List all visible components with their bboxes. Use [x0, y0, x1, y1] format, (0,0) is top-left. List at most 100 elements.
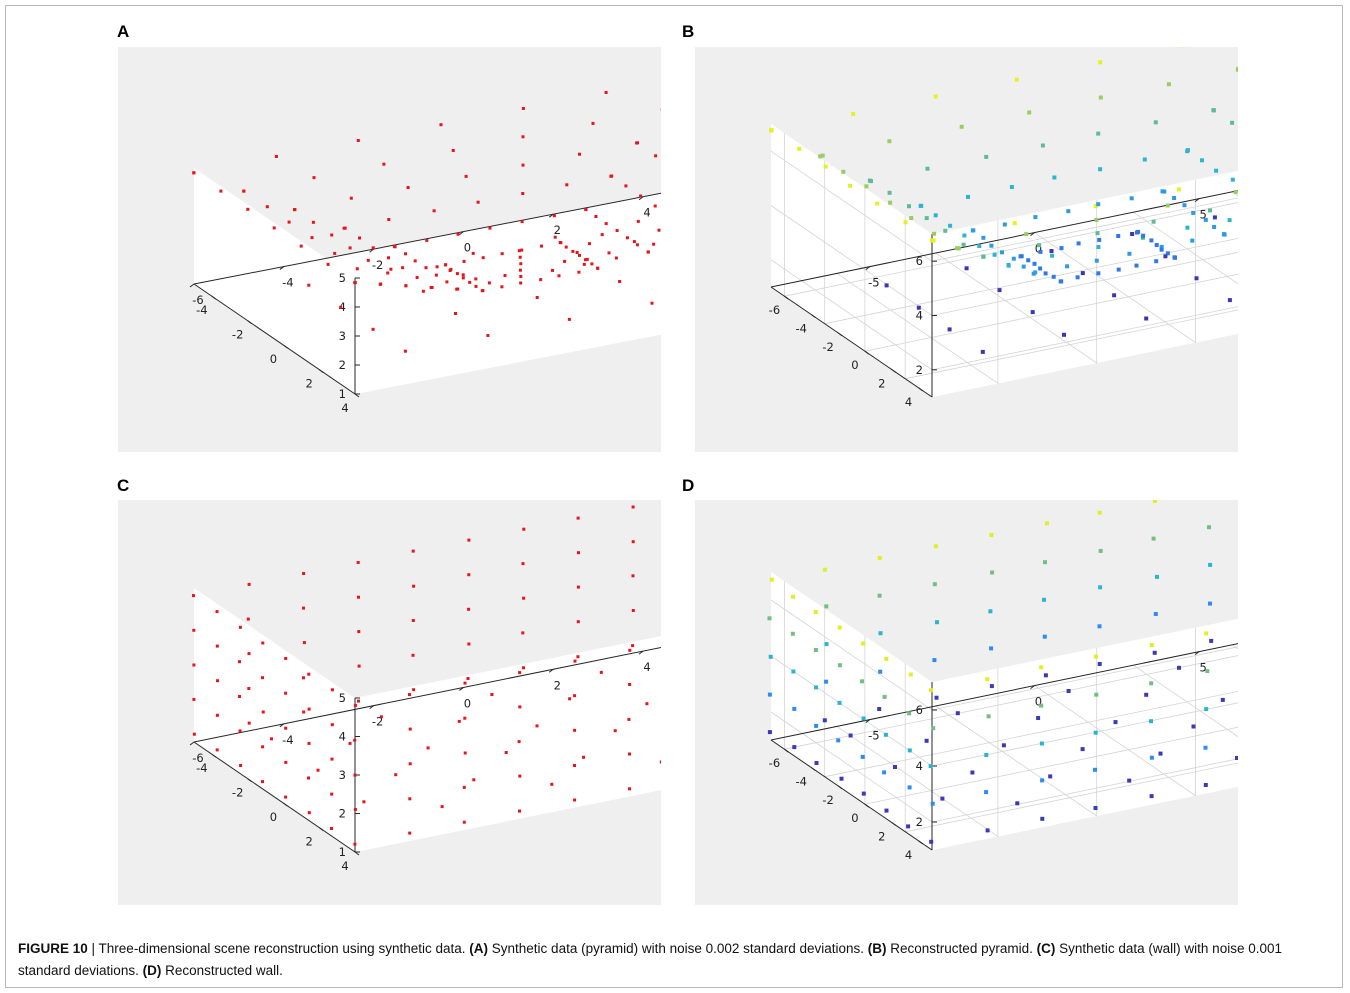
data-point — [1037, 243, 1042, 248]
y-tick-mark — [318, 369, 324, 373]
data-point — [962, 233, 967, 238]
data-point — [1062, 332, 1066, 337]
data-point — [1211, 108, 1216, 113]
data-point — [823, 164, 828, 169]
y-tick-mark — [810, 314, 816, 318]
data-point — [522, 666, 525, 670]
chart-panel-a: -6 -4 -2 0 2 4 -4 -2 0 2 4 1 2 3 4 5 — [118, 47, 661, 452]
data-point — [1040, 816, 1045, 821]
data-point — [520, 248, 524, 252]
data-point — [307, 672, 311, 676]
data-point — [455, 272, 459, 276]
data-point — [618, 280, 622, 283]
data-point — [1033, 215, 1038, 220]
data-point — [1200, 158, 1204, 163]
data-point — [551, 268, 554, 272]
scatter3d-d: -5 0 5 -6 -4 -2 0 2 4 2 4 6 — [767, 500, 1238, 862]
data-point — [652, 242, 656, 246]
data-point — [984, 753, 989, 757]
data-point — [348, 246, 352, 250]
data-point — [907, 204, 911, 209]
data-point — [310, 236, 314, 240]
data-point — [977, 244, 982, 248]
panel-label-c: C — [117, 476, 130, 495]
y-tick-mark — [918, 840, 923, 845]
data-point — [767, 616, 772, 621]
data-point — [518, 268, 522, 272]
data-point — [348, 741, 352, 745]
data-point — [613, 729, 617, 733]
data-point — [404, 284, 408, 288]
tick-labels: -5 0 5 -6 -4 -2 0 2 4 2 4 6 — [769, 651, 1207, 862]
data-point — [413, 259, 417, 263]
data-point — [349, 196, 353, 200]
data-point — [864, 184, 869, 189]
data-point — [935, 620, 939, 625]
data-point — [653, 204, 657, 208]
data-point — [767, 730, 772, 735]
data-point — [888, 200, 893, 205]
data-point — [980, 349, 985, 354]
scatter-points — [192, 91, 661, 353]
data-point — [462, 259, 466, 263]
data-point — [985, 677, 990, 682]
data-point — [490, 693, 494, 696]
data-point — [394, 773, 398, 777]
z-tick-label: 2 — [916, 363, 923, 377]
data-point — [474, 284, 478, 288]
data-point — [932, 658, 937, 663]
tick-labels: -5 0 5 -6 -4 -2 0 2 4 2 4 6 — [769, 198, 1207, 409]
data-point — [357, 699, 360, 703]
data-point — [860, 679, 864, 684]
data-point — [415, 276, 419, 279]
data-point — [1096, 245, 1101, 249]
data-point — [970, 770, 975, 775]
data-point — [356, 139, 360, 142]
z-tick-label: 3 — [339, 329, 346, 343]
caption-separator: | — [87, 941, 99, 956]
data-point — [1039, 741, 1044, 746]
data-point — [585, 257, 589, 261]
data-point — [518, 671, 522, 675]
data-point — [1227, 218, 1232, 223]
data-point — [1048, 774, 1053, 779]
data-point — [449, 267, 453, 271]
z-tick-label: 1 — [339, 845, 346, 859]
data-point — [424, 266, 428, 270]
data-point — [573, 659, 577, 663]
data-point — [624, 184, 628, 188]
data-point — [582, 755, 585, 759]
data-point — [425, 238, 429, 242]
data-point — [933, 544, 938, 549]
data-point — [928, 764, 933, 769]
data-point — [822, 718, 827, 723]
x-tick-label: 0 — [464, 241, 471, 255]
data-point — [591, 121, 595, 125]
data-point — [631, 540, 635, 544]
data-point — [445, 280, 449, 284]
x-tick-label: 5 — [1199, 661, 1206, 675]
data-point — [1097, 237, 1102, 242]
data-point — [1203, 745, 1208, 750]
data-point — [1235, 756, 1238, 760]
data-point — [284, 657, 288, 660]
y-tick-label: 2 — [306, 377, 313, 391]
x-tick-mark — [1194, 651, 1200, 656]
data-point — [1230, 177, 1235, 182]
y-tick-mark — [864, 803, 870, 808]
data-point — [1207, 525, 1211, 530]
data-point — [270, 737, 273, 741]
data-point — [1136, 229, 1141, 234]
data-point — [981, 254, 986, 259]
data-point — [1043, 560, 1047, 565]
data-point — [940, 796, 945, 801]
y-tick-mark — [864, 350, 870, 355]
data-point — [357, 595, 360, 599]
data-point — [1094, 258, 1099, 263]
data-point — [877, 707, 882, 711]
data-point — [1220, 697, 1225, 702]
chart-panel-d: -5 0 5 -6 -4 -2 0 2 4 2 4 6 — [695, 500, 1238, 905]
data-point — [261, 641, 265, 645]
caption-part-label-c: (C) — [1036, 941, 1056, 956]
data-point — [247, 582, 251, 586]
